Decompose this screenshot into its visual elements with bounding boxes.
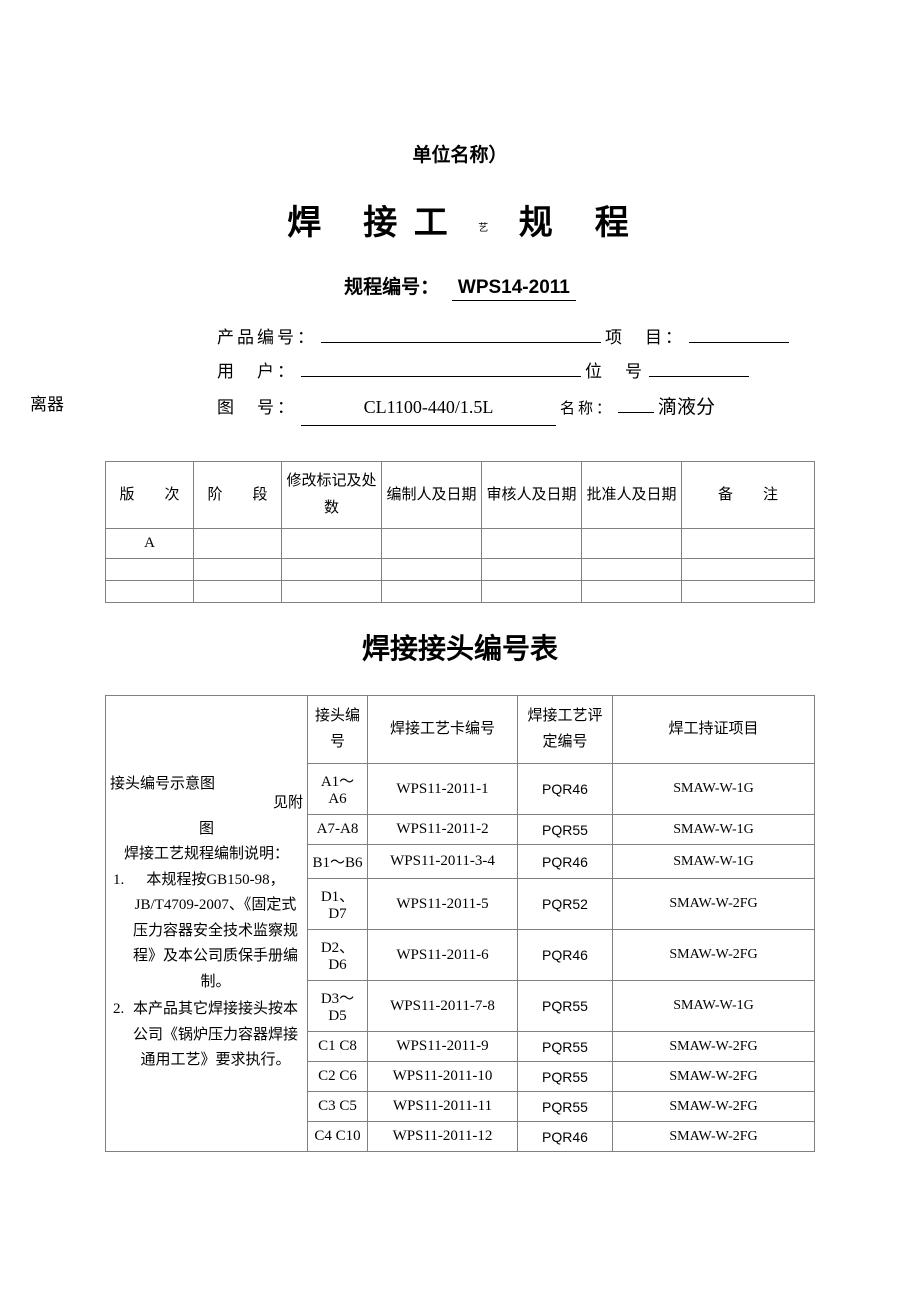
jt-3-pqr: PQR52 (518, 879, 613, 930)
jt-8-pqr: PQR55 (518, 1092, 613, 1122)
pos-value (649, 359, 749, 377)
jt-6-cert: SMAW-W-2FG (613, 1032, 815, 1062)
title-sub: 艺 (478, 219, 492, 234)
info-block: 产品编号： 项 目： 用 户： 位 号 图 号： CL1100-440/1.5L… (217, 321, 825, 427)
jt-7-card: WPS11-2011-10 (368, 1062, 518, 1092)
project-value (689, 325, 789, 343)
name-value: 滴液分 (658, 389, 715, 427)
jt-4-cert: SMAW-W-2FG (613, 930, 815, 981)
jt-1-card: WPS11-2011-2 (368, 815, 518, 845)
lb-line1: 接头编号示意图 (110, 772, 215, 798)
jt-6-pqr: PQR55 (518, 1032, 613, 1062)
rev-h-1: 阶 段 (194, 462, 282, 529)
jt-9-id: C4 C10 (308, 1122, 368, 1152)
revision-table: 版 次 阶 段 修改标记及处数 编制人及日期 审核人及日期 批准人及日期 备 注… (105, 461, 815, 603)
jt-8-card: WPS11-2011-11 (368, 1092, 518, 1122)
jt-5-card: WPS11-2011-7-8 (368, 981, 518, 1032)
jt-7-pqr: PQR55 (518, 1062, 613, 1092)
jt-1-id: A7-A8 (308, 815, 368, 845)
spec-number: 规程编号： WPS14-2011 (95, 272, 825, 299)
jt-2-pqr: PQR46 (518, 845, 613, 879)
jt-5-cert: SMAW-W-1G (613, 981, 815, 1032)
jt-h-1: 焊接工艺卡编号 (368, 696, 518, 764)
product-value (321, 325, 601, 343)
jt-3-cert: SMAW-W-2FG (613, 879, 815, 930)
jt-h-3: 焊工持证项目 (613, 696, 815, 764)
jt-h-0: 接头编号 (308, 696, 368, 764)
jt-3-card: WPS11-2011-5 (368, 879, 518, 930)
jt-2-card: WPS11-2011-3-4 (368, 845, 518, 879)
lb-line2: 图 (110, 817, 303, 843)
rev-h-2: 修改标记及处数 (282, 462, 382, 529)
rev-h-4: 审核人及日期 (482, 462, 582, 529)
lb-line3: 焊接工艺规程编制说明： (110, 842, 303, 868)
left-block: 接头编号示意图 见附 图 焊接工艺规程编制说明： 本规程按GB150-98，JB… (106, 696, 308, 1152)
lb-note-1: 本产品其它焊接接头按本公司《锅炉压力容器焊接通用工艺》要求执行。 (128, 997, 303, 1074)
jt-0-card: WPS11-2011-1 (368, 764, 518, 815)
jt-9-card: WPS11-2011-12 (368, 1122, 518, 1152)
jt-2-id: B1〜B6 (308, 845, 368, 879)
jt-0-cert: SMAW-W-1G (613, 764, 815, 815)
spec-label: 规程编号： (344, 277, 439, 298)
jt-9-cert: SMAW-W-2FG (613, 1122, 815, 1152)
jt-h-2: 焊接工艺评定编号 (518, 696, 613, 764)
rev-0-0: A (106, 529, 194, 559)
rev-h-3: 编制人及日期 (382, 462, 482, 529)
name-pad (618, 395, 654, 413)
pos-label: 位 号 (585, 355, 645, 389)
rev-h-6: 备 注 (682, 462, 815, 529)
rev-h-0: 版 次 (106, 462, 194, 529)
jt-4-pqr: PQR46 (518, 930, 613, 981)
title-left: 焊 接 工 (287, 205, 452, 242)
section-title: 焊接接头编号表 (95, 627, 825, 667)
drawing-value: CL1100-440/1.5L (301, 389, 556, 426)
jt-7-cert: SMAW-W-2FG (613, 1062, 815, 1092)
spec-value: WPS14-2011 (452, 277, 576, 301)
jt-1-cert: SMAW-W-1G (613, 815, 815, 845)
name-label: 名称： (560, 394, 614, 424)
jt-6-id: C1 C8 (308, 1032, 368, 1062)
jt-0-pqr: PQR46 (518, 764, 613, 815)
jt-8-id: C3 C5 (308, 1092, 368, 1122)
user-label: 用 户： (217, 355, 297, 389)
name-overflow: 离器 (30, 390, 64, 415)
product-label: 产品编号： (217, 321, 317, 355)
jt-6-card: WPS11-2011-9 (368, 1032, 518, 1062)
jt-2-cert: SMAW-W-1G (613, 845, 815, 879)
jt-7-id: C2 C6 (308, 1062, 368, 1092)
jt-5-pqr: PQR55 (518, 981, 613, 1032)
jt-1-pqr: PQR55 (518, 815, 613, 845)
joint-table: 接头编号示意图 见附 图 焊接工艺规程编制说明： 本规程按GB150-98，JB… (105, 695, 815, 1152)
main-title: 焊 接 工 艺 规 程 (95, 195, 825, 244)
jt-8-cert: SMAW-W-2FG (613, 1092, 815, 1122)
rev-h-5: 批准人及日期 (582, 462, 682, 529)
jt-4-card: WPS11-2011-6 (368, 930, 518, 981)
project-label: 项 目： (605, 321, 685, 355)
jt-9-pqr: PQR46 (518, 1122, 613, 1152)
title-right: 规 程 (519, 205, 633, 242)
user-value (301, 359, 581, 377)
jt-3-id: D1、D7 (308, 879, 368, 930)
jt-4-id: D2、D6 (308, 930, 368, 981)
lb-note-0: 本规程按GB150-98，JB/T4709-2007、《固定式压力容器安全技术监… (128, 868, 303, 996)
rev-body: A (106, 529, 815, 603)
unit-name: 单位名称） (95, 140, 825, 167)
drawing-label: 图 号： (217, 391, 297, 425)
jt-0-id: A1〜A6 (308, 764, 368, 815)
jt-5-id: D3〜D5 (308, 981, 368, 1032)
